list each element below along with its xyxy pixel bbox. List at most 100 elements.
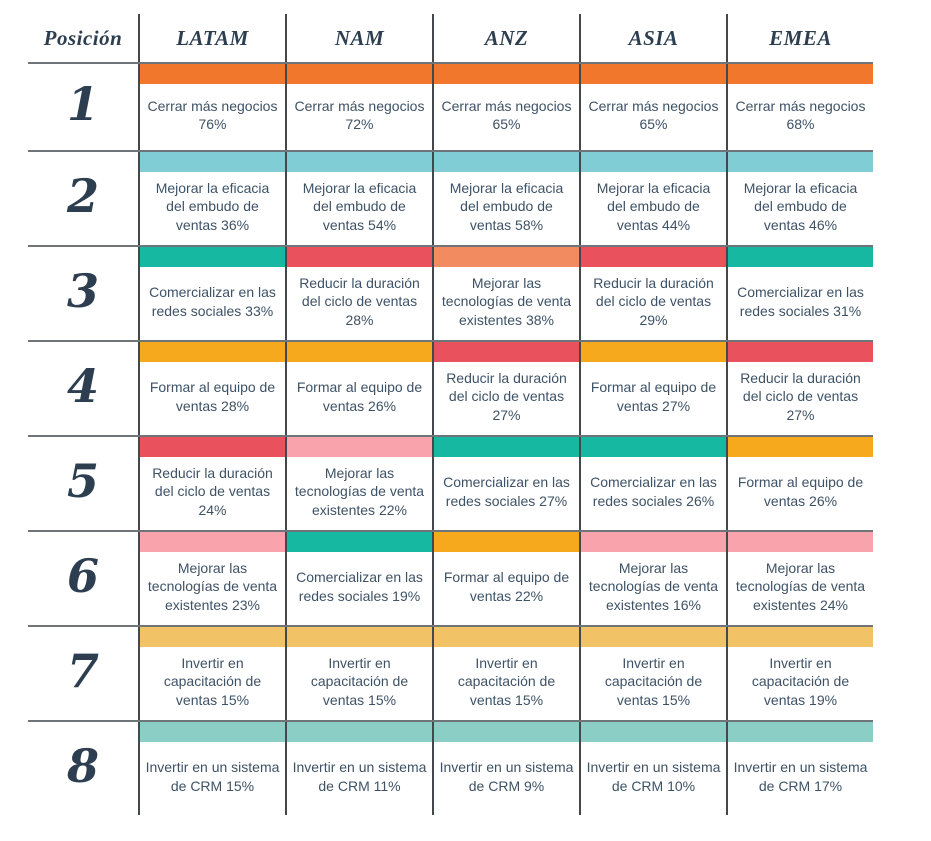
rank-color-bar bbox=[434, 627, 579, 647]
initiative-cell: Formar al equipo de ventas 22% bbox=[432, 532, 579, 625]
initiative-label: Mejorar la eficacia del embudo de ventas… bbox=[596, 180, 711, 233]
rank-color-bar bbox=[728, 532, 873, 552]
initiative-cell: Formar al equipo de ventas 28% bbox=[138, 342, 285, 435]
initiative-label: Invertir en un sistema de CRM 15% bbox=[145, 759, 280, 794]
initiative-label: Mejorar la eficacia del embudo de ventas… bbox=[155, 180, 270, 233]
initiative-label: Invertir en un sistema de CRM 10% bbox=[586, 759, 721, 794]
initiative-cell: Mejorar las tecnologías de venta existen… bbox=[138, 532, 285, 625]
initiative-label: Formar al equipo de ventas 27% bbox=[590, 379, 717, 414]
position-number: 1 bbox=[66, 77, 99, 131]
rank-color-bar bbox=[140, 342, 285, 362]
position-number: 8 bbox=[66, 738, 99, 793]
rank-color-bar bbox=[287, 152, 432, 172]
rank-color-bar bbox=[434, 64, 579, 84]
initiative-cell: Invertir en capacitación de ventas 19% bbox=[726, 627, 873, 720]
initiative-label: Mejorar la eficacia del embudo de ventas… bbox=[743, 180, 858, 233]
rank-color-bar bbox=[728, 152, 873, 172]
table-row: 3 Comercializar en las redes sociales 33%… bbox=[28, 245, 873, 340]
initiative-cell: Reducir la duración del ciclo de ventas … bbox=[432, 342, 579, 435]
rank-color-bar bbox=[434, 722, 579, 742]
rank-color-bar bbox=[728, 64, 873, 84]
initiative-cell: Formar al equipo de ventas 27% bbox=[579, 342, 726, 435]
initiative-label: Cerrar más negocios 65% bbox=[441, 97, 572, 132]
column-header-nam: NAM bbox=[285, 14, 432, 62]
table-row: 1 Cerrar más negocios 76% Cerrar más negoc… bbox=[28, 62, 873, 150]
initiative-cell: Comercializar en las redes sociales 19% bbox=[285, 532, 432, 625]
initiative-cell: Invertir en capacitación de ventas 15% bbox=[579, 627, 726, 720]
initiative-label: Comercializar en las redes sociales 19% bbox=[296, 569, 423, 604]
table-row: 2 Mejorar la eficacia del embudo de venta… bbox=[28, 150, 873, 245]
rank-color-bar bbox=[581, 342, 726, 362]
table-row: 7 Invertir en capacitación de ventas 15% I… bbox=[28, 625, 873, 720]
initiative-label: Comercializar en las redes sociales 26% bbox=[590, 474, 717, 509]
initiative-cell: Mejorar la eficacia del embudo de ventas… bbox=[726, 152, 873, 245]
table-row: 8 Invertir en un sistema de CRM 15% Invert… bbox=[28, 720, 873, 815]
initiative-label: Invertir en un sistema de CRM 11% bbox=[292, 759, 427, 794]
initiative-cell: Comercializar en las redes sociales 26% bbox=[579, 437, 726, 530]
initiative-cell: Mejorar la eficacia del embudo de ventas… bbox=[285, 152, 432, 245]
initiative-cell: Invertir en un sistema de CRM 9% bbox=[432, 722, 579, 815]
rank-color-bar bbox=[287, 247, 432, 267]
position-number: 7 bbox=[66, 643, 99, 698]
initiative-label: Mejorar las tecnologías de venta existen… bbox=[294, 465, 425, 518]
rank-color-bar bbox=[434, 152, 579, 172]
table-row: 4 Formar al equipo de ventas 28% Formar al… bbox=[28, 340, 873, 435]
initiative-label: Reducir la duración del ciclo de ventas … bbox=[446, 370, 567, 423]
rank-color-bar bbox=[140, 532, 285, 552]
initiative-label: Comercializar en las redes sociales 27% bbox=[443, 474, 570, 509]
rank-color-bar bbox=[287, 64, 432, 84]
initiative-label: Formar al equipo de ventas 26% bbox=[296, 379, 423, 414]
initiative-cell: Reducir la duración del ciclo de ventas … bbox=[285, 247, 432, 340]
rank-color-bar bbox=[287, 437, 432, 457]
initiative-cell: Mejorar las tecnologías de venta existen… bbox=[432, 247, 579, 340]
regional-priorities-ranking-table: Posición LATAM NAM ANZ ASIA EMEA 1 Cerrar… bbox=[28, 14, 873, 815]
rank-color-bar bbox=[140, 722, 285, 742]
initiative-label: Mejorar las tecnologías de venta existen… bbox=[588, 560, 719, 613]
position-number: 2 bbox=[66, 168, 99, 223]
table-body: 1 Cerrar más negocios 76% Cerrar más negoc… bbox=[28, 62, 873, 815]
initiative-cell: Reducir la duración del ciclo de ventas … bbox=[726, 342, 873, 435]
rank-color-bar bbox=[728, 247, 873, 267]
rank-color-bar bbox=[287, 342, 432, 362]
initiative-cell: Cerrar más negocios 76% bbox=[138, 64, 285, 150]
rank-color-bar bbox=[581, 64, 726, 84]
rank-color-bar bbox=[140, 247, 285, 267]
initiative-cell: Mejorar las tecnologías de venta existen… bbox=[579, 532, 726, 625]
rank-color-bar bbox=[581, 627, 726, 647]
initiative-cell: Formar al equipo de ventas 26% bbox=[285, 342, 432, 435]
initiative-cell: Mejorar las tecnologías de venta existen… bbox=[726, 532, 873, 625]
initiative-cell: Invertir en capacitación de ventas 15% bbox=[138, 627, 285, 720]
rank-color-bar bbox=[434, 437, 579, 457]
initiative-cell: Reducir la duración del ciclo de ventas … bbox=[579, 247, 726, 340]
rank-color-bar bbox=[140, 64, 285, 84]
initiative-cell: Invertir en capacitación de ventas 15% bbox=[432, 627, 579, 720]
rank-color-bar bbox=[581, 437, 726, 457]
initiative-label: Mejorar las tecnologías de venta existen… bbox=[441, 275, 572, 328]
position-number: 5 bbox=[66, 453, 99, 508]
initiative-cell: Comercializar en las redes sociales 27% bbox=[432, 437, 579, 530]
initiative-label: Reducir la duración del ciclo de ventas … bbox=[299, 275, 420, 328]
initiative-label: Formar al equipo de ventas 28% bbox=[149, 379, 276, 414]
initiative-label: Comercializar en las redes sociales 31% bbox=[737, 284, 864, 319]
initiative-cell: Cerrar más negocios 65% bbox=[579, 64, 726, 150]
rank-color-bar bbox=[581, 722, 726, 742]
initiative-cell: Mejorar la eficacia del embudo de ventas… bbox=[138, 152, 285, 245]
initiative-label: Mejorar las tecnologías de venta existen… bbox=[147, 560, 278, 613]
initiative-label: Reducir la duración del ciclo de ventas … bbox=[152, 465, 273, 518]
initiative-cell: Formar al equipo de ventas 26% bbox=[726, 437, 873, 530]
position-number: 4 bbox=[66, 358, 99, 413]
initiative-cell: Comercializar en las redes sociales 31% bbox=[726, 247, 873, 340]
position-number: 3 bbox=[66, 263, 99, 318]
initiative-label: Reducir la duración del ciclo de ventas … bbox=[740, 370, 861, 423]
initiative-label: Reducir la duración del ciclo de ventas … bbox=[593, 275, 714, 328]
initiative-cell: Cerrar más negocios 68% bbox=[726, 64, 873, 150]
initiative-label: Invertir en capacitación de ventas 15% bbox=[457, 655, 556, 708]
initiative-cell: Invertir en un sistema de CRM 10% bbox=[579, 722, 726, 815]
initiative-label: Invertir en capacitación de ventas 15% bbox=[163, 655, 262, 708]
initiative-label: Invertir en un sistema de CRM 17% bbox=[733, 759, 868, 794]
rank-color-bar bbox=[581, 152, 726, 172]
rank-color-bar bbox=[728, 437, 873, 457]
initiative-label: Cerrar más negocios 68% bbox=[735, 97, 866, 132]
rank-color-bar bbox=[140, 152, 285, 172]
initiative-label: Invertir en un sistema de CRM 9% bbox=[439, 759, 574, 794]
